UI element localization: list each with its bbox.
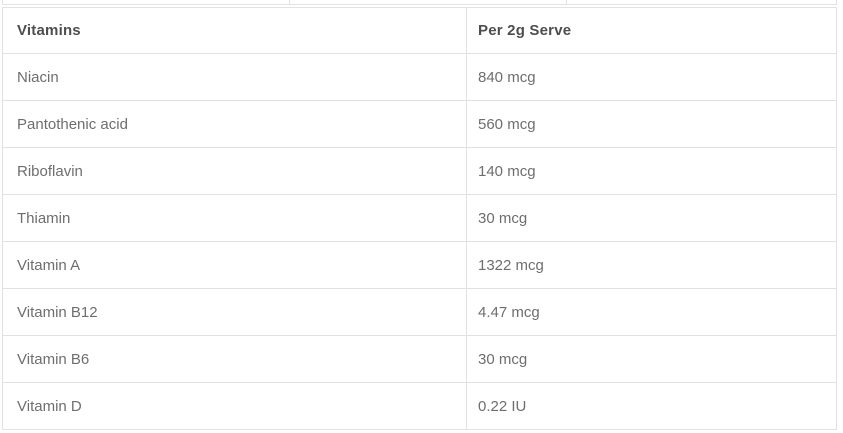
vitamin-amount-cell: 30 mcg <box>466 194 837 242</box>
table-row: Vitamin A 1322 mcg <box>2 241 837 289</box>
vitamins-column-header: Vitamins <box>2 7 467 54</box>
vitamins-table: Vitamins Per 2g Serve Niacin 840 mcg Pan… <box>2 7 837 430</box>
previous-table-column-divider <box>289 0 290 4</box>
table-row: Vitamin B6 30 mcg <box>2 335 837 383</box>
vitamin-name-cell: Vitamin D <box>2 382 467 430</box>
vitamin-amount-cell: 560 mcg <box>466 100 837 148</box>
vitamin-name-cell: Riboflavin <box>2 147 467 195</box>
table-row: Vitamin D 0.22 IU <box>2 382 837 430</box>
vitamin-name-cell: Niacin <box>2 53 467 101</box>
vitamin-name-cell: Vitamin B12 <box>2 288 467 336</box>
table-row: Vitamin B12 4.47 mcg <box>2 288 837 336</box>
table-row: Thiamin 30 mcg <box>2 194 837 242</box>
vitamin-amount-cell: 140 mcg <box>466 147 837 195</box>
table-row: Niacin 840 mcg <box>2 53 837 101</box>
table-header-row: Vitamins Per 2g Serve <box>2 7 837 54</box>
previous-table-column-divider <box>566 0 567 4</box>
vitamin-name-cell: Thiamin <box>2 194 467 242</box>
vitamin-amount-cell: 4.47 mcg <box>466 288 837 336</box>
vitamin-amount-cell: 0.22 IU <box>466 382 837 430</box>
vitamin-name-cell: Vitamin A <box>2 241 467 289</box>
vitamin-amount-cell: 1322 mcg <box>466 241 837 289</box>
per-serve-column-header: Per 2g Serve <box>466 7 837 54</box>
previous-table-bottom-edge <box>2 0 837 5</box>
table-row: Pantothenic acid 560 mcg <box>2 100 837 148</box>
vitamin-name-cell: Pantothenic acid <box>2 100 467 148</box>
table-row: Riboflavin 140 mcg <box>2 147 837 195</box>
vitamin-name-cell: Vitamin B6 <box>2 335 467 383</box>
vitamin-amount-cell: 30 mcg <box>466 335 837 383</box>
vitamin-amount-cell: 840 mcg <box>466 53 837 101</box>
